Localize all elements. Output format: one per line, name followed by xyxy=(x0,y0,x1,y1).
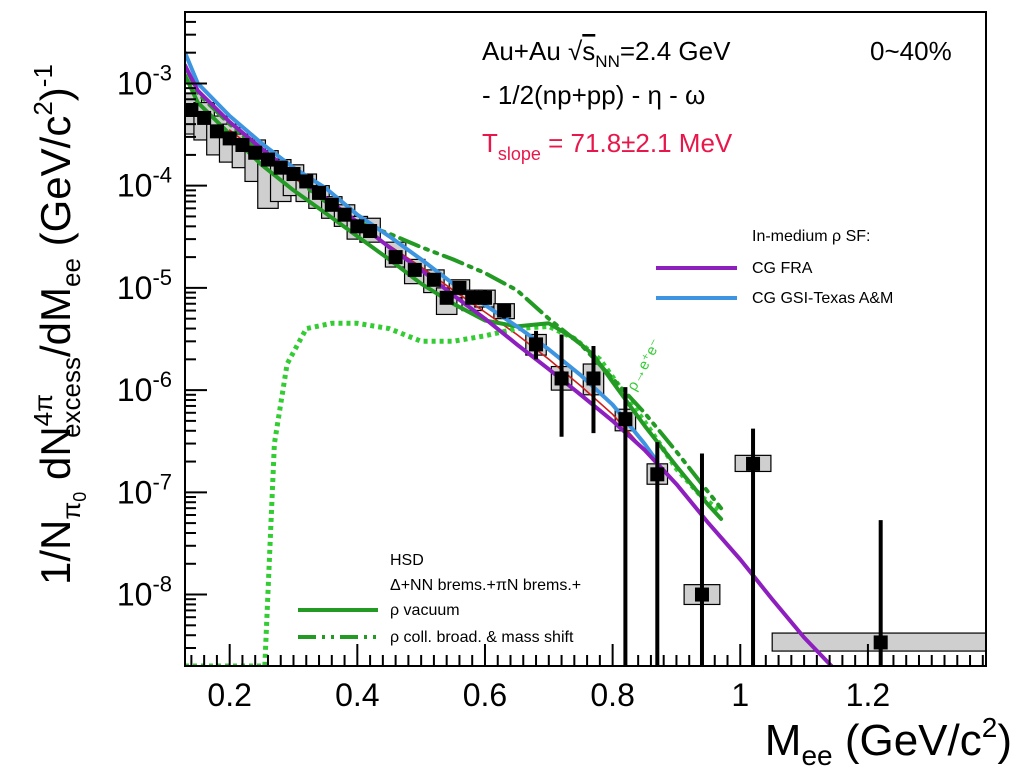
axes-ticks xyxy=(185,11,984,667)
y-tick-label: 10-6 xyxy=(117,367,172,408)
tslope-label: Tslope = 71.8±2.1 MeV xyxy=(482,128,733,164)
data-point xyxy=(235,137,250,152)
data-point xyxy=(286,167,301,182)
data-point xyxy=(273,160,288,175)
curve-coll-broad-mass-shift xyxy=(185,63,724,511)
subtraction-label: - 1/2(np+pp) - η - ω xyxy=(482,80,705,110)
data-point xyxy=(618,412,633,427)
data-point xyxy=(260,152,275,167)
curve-e-e xyxy=(185,320,723,666)
data-point xyxy=(694,587,709,602)
legend-bottom-subtitle: Δ+NN brems.+πN brems.+ xyxy=(390,577,581,594)
x-tick-label: 0.8 xyxy=(590,677,634,713)
y-axis-label: 1/Nπ0 dN4πexcess/dMee (GeV/c2)-1 xyxy=(28,64,90,585)
data-point xyxy=(363,224,378,239)
legend-top-title: In-medium ρ SF: xyxy=(752,228,870,245)
tick-labels: 0.2 0.4 0.6 0.8 1 1.2 10-8 10-7 10-6 10-5 10-4 10-3 xyxy=(117,60,890,713)
data-point xyxy=(388,250,403,265)
data-point xyxy=(426,272,441,287)
data-point xyxy=(586,371,601,386)
x-tick-label: 1.2 xyxy=(846,677,890,713)
data-point xyxy=(222,131,237,146)
data-point xyxy=(465,290,480,305)
stat-error-bars xyxy=(482,290,883,666)
data-point xyxy=(650,467,665,482)
data-point xyxy=(554,371,569,386)
x-axis-label: Mee (GeV/c2) xyxy=(765,712,1012,769)
legend-top-entry-1: CG FRA xyxy=(752,260,813,277)
data-point xyxy=(248,145,263,160)
legend-bottom-entry-1: ρ vacuum xyxy=(390,602,460,619)
data-point xyxy=(350,219,365,234)
centrality-label: 0~40% xyxy=(870,36,952,66)
data-point xyxy=(439,290,454,305)
rho-decay-label: ρ→e⁺e⁻ xyxy=(624,336,665,393)
legend-bottom: HSD Δ+NN brems.+πN brems.+ ρ vacuum ρ co… xyxy=(298,552,581,646)
legend-top: In-medium ρ SF: CG FRA CG GSI-Texas A&M xyxy=(656,228,893,307)
data-points xyxy=(185,102,888,650)
data-point xyxy=(497,303,512,318)
curve-vacuum xyxy=(185,73,724,521)
x-tick-label: 0.4 xyxy=(335,677,379,713)
data-point xyxy=(299,174,314,189)
data-point xyxy=(477,290,492,305)
x-tick-label: 1 xyxy=(731,677,749,713)
data-point xyxy=(197,110,212,125)
y-tick-label: 10-5 xyxy=(117,265,172,306)
y-tick-label: 10-3 xyxy=(117,60,172,101)
data-point xyxy=(529,337,544,352)
legend-bottom-title: HSD xyxy=(390,552,424,569)
plot-frame xyxy=(184,11,987,667)
data-point xyxy=(452,280,467,295)
data-point xyxy=(746,456,761,471)
x-tick-label: 0.2 xyxy=(207,677,251,713)
data-point xyxy=(312,185,327,200)
data-point xyxy=(407,262,422,277)
data-point xyxy=(324,197,339,212)
y-tick-label: 10-4 xyxy=(117,163,172,204)
x-tick-label: 0.6 xyxy=(463,677,507,713)
data-point xyxy=(873,635,888,650)
collision-system-label: Au+Au √sNN=2.4 GeV xyxy=(482,36,731,71)
y-tick-label: 10-8 xyxy=(117,572,172,613)
y-tick-label: 10-7 xyxy=(117,469,172,510)
data-point xyxy=(209,124,224,139)
data-point xyxy=(337,207,352,222)
legend-bottom-entry-2: ρ coll. broad. & mass shift xyxy=(390,629,574,646)
legend-top-entry-2: CG GSI-Texas A&M xyxy=(752,290,893,307)
